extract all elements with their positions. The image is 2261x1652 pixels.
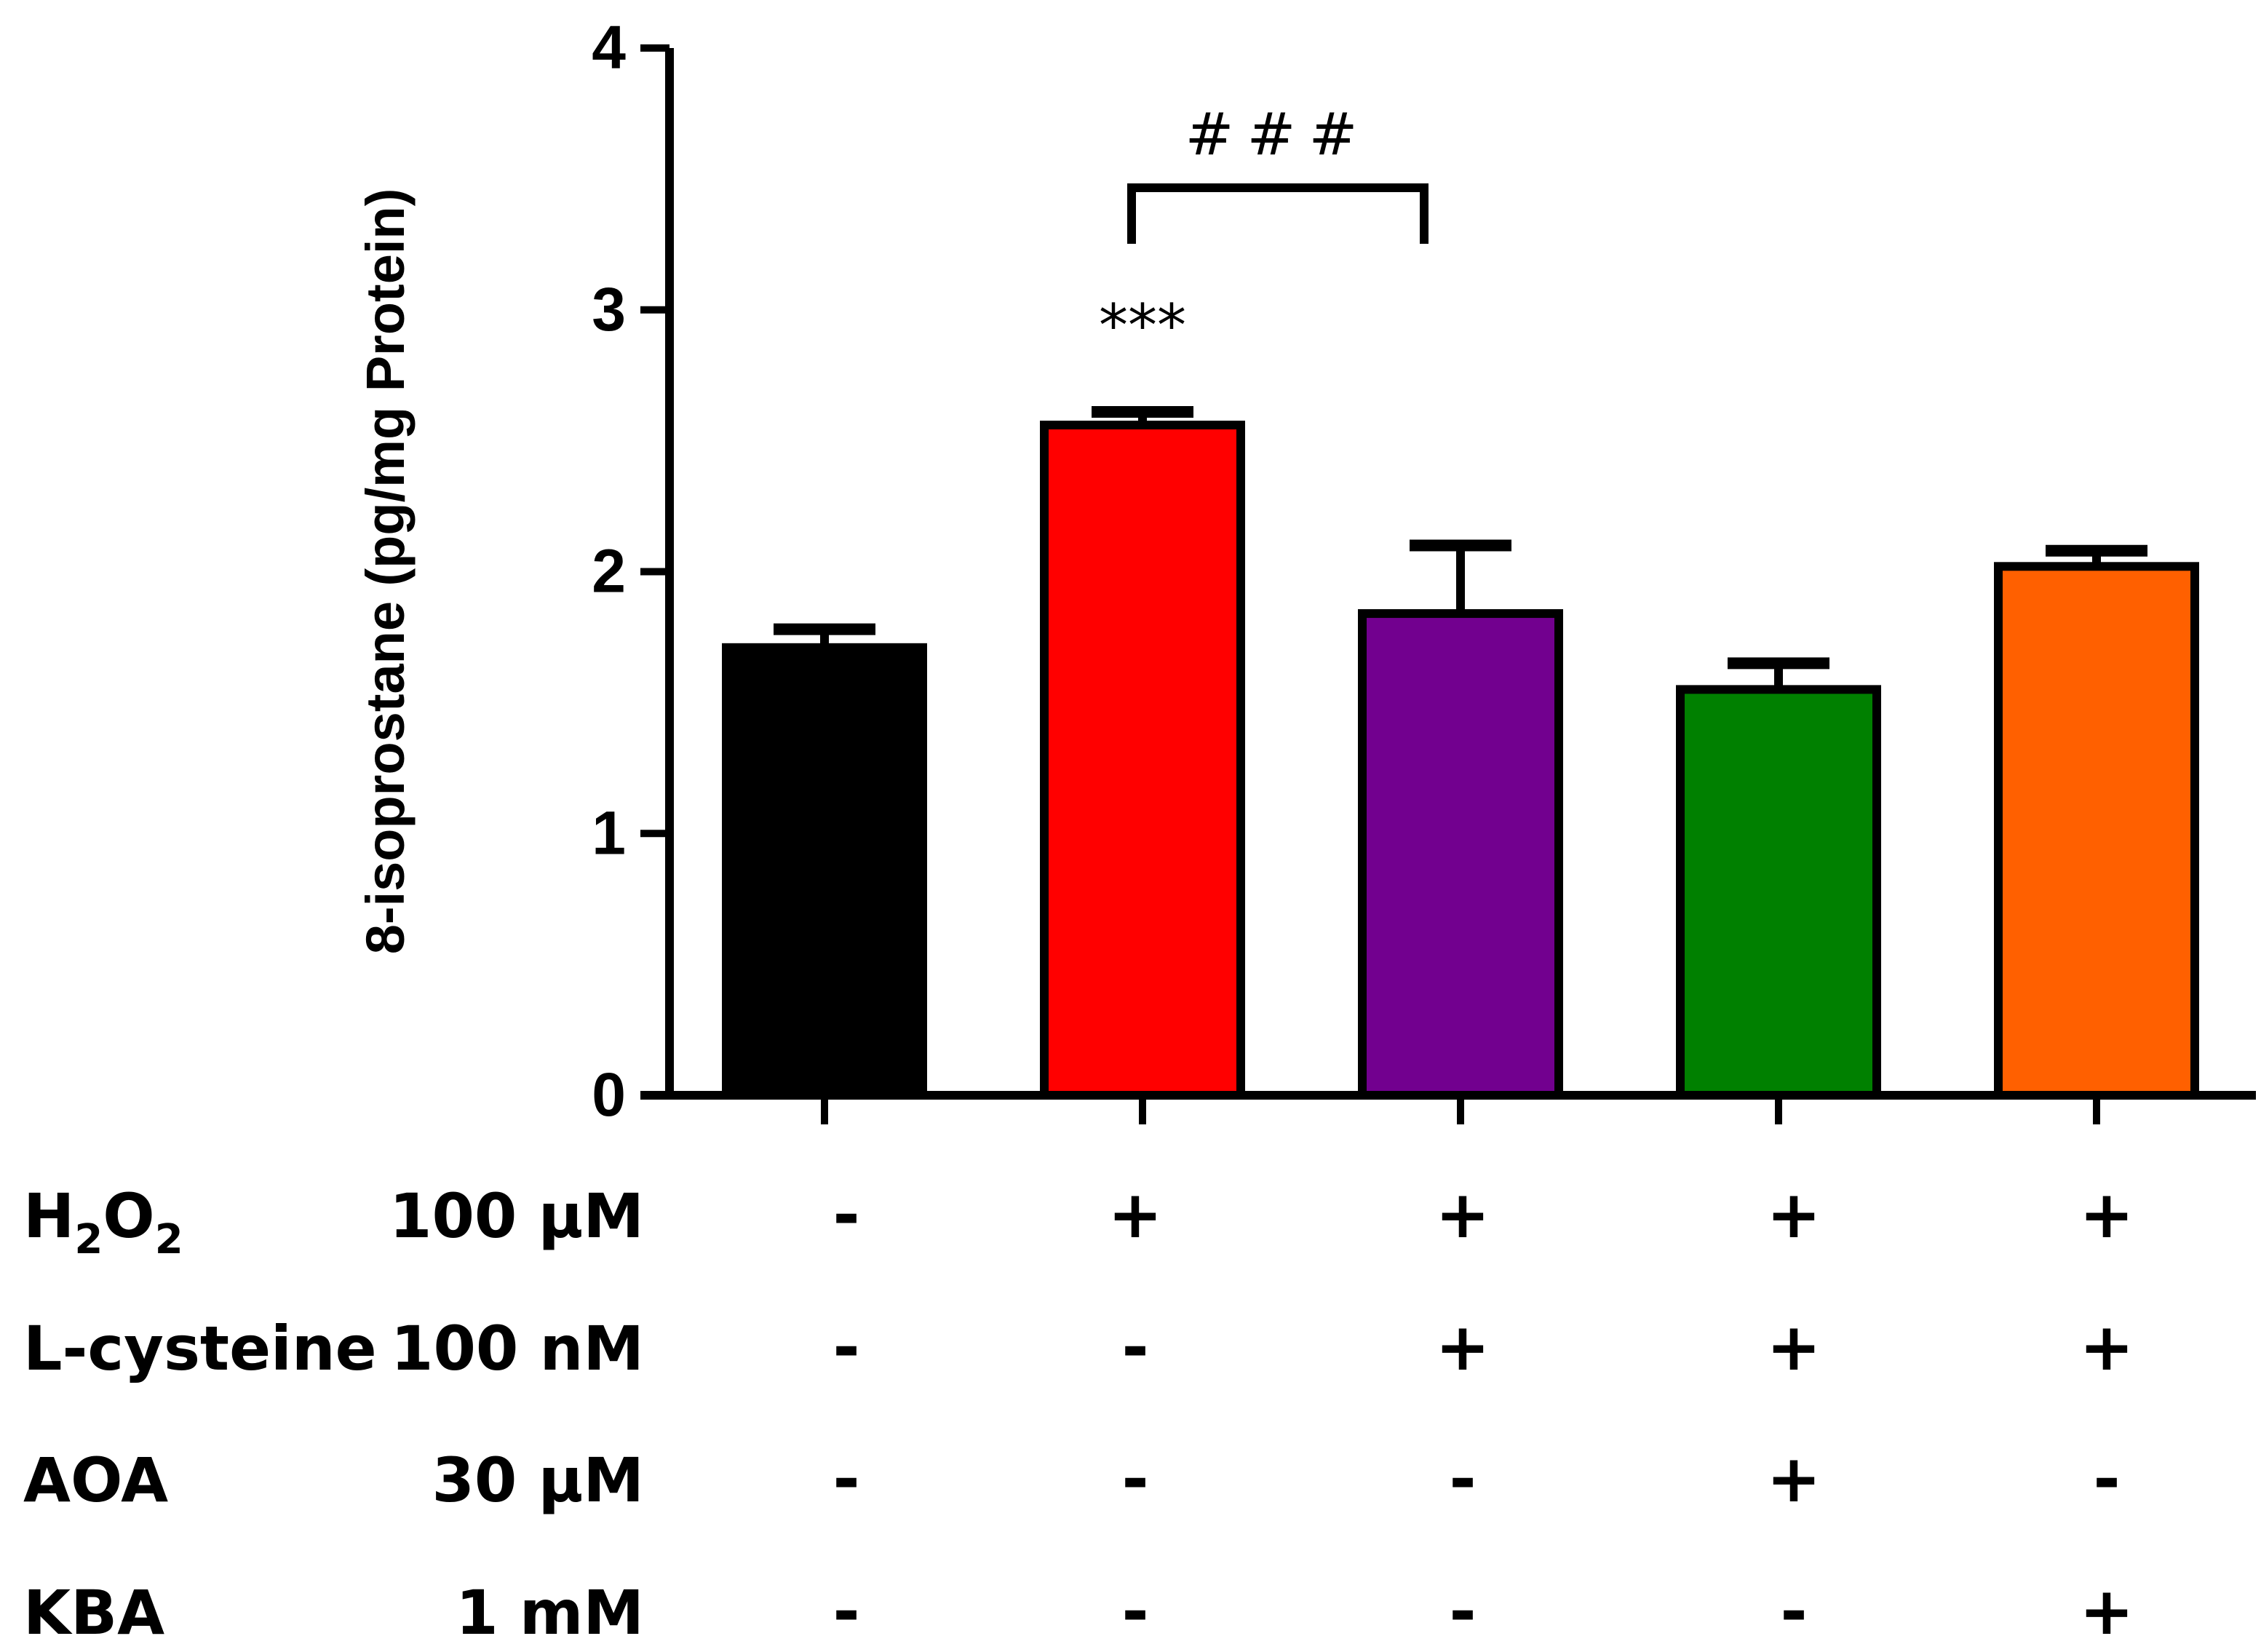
plus-sign: + [2079,1309,2134,1386]
plus-sign: + [1435,1309,1490,1386]
treatment-dose: 100 µM [389,1180,644,1252]
bar [1994,562,2199,1100]
minus-sign: - [1121,1309,1148,1386]
y-tick-label: 2 [592,537,626,605]
minus-sign: - [833,1573,859,1650]
plus-sign: + [1435,1177,1490,1253]
significance-bracket [1127,183,1428,244]
y-axis-label: 8-isoprostane (pg/mg Protein) [355,188,416,955]
bars [722,421,2199,1100]
treatment-table: H2O2 100 µM - + + + + L-cysteine 100 nM - - + + + AOA 3… [23,1177,2134,1650]
treatment-dose: 1 mM [456,1577,644,1648]
treatment-name: AOA [23,1445,168,1516]
significance-hash: ### [1185,100,1370,168]
minus-sign: - [1780,1573,1807,1650]
plus-sign: + [1108,1177,1162,1253]
bar [722,643,927,1100]
plus-sign: + [1766,1441,1821,1517]
minus-sign: - [833,1177,859,1253]
y-tick-label: 1 [592,798,626,867]
bar [1358,609,1563,1100]
significance-stars: *** [1099,292,1186,360]
y-tick-label: 3 [592,275,626,343]
minus-sign: - [1121,1441,1148,1517]
treatment-name: H2O2 [23,1180,183,1263]
plus-sign: + [1766,1309,1821,1386]
y-ticks: 0 1 2 3 4 [592,13,669,1129]
minus-sign: - [1449,1441,1476,1517]
treatment-dose: 30 µM [432,1445,644,1516]
minus-sign: - [1449,1573,1476,1650]
treatment-name: KBA [23,1577,164,1648]
plus-sign: + [2079,1573,2134,1650]
minus-sign: - [1121,1573,1148,1650]
bar [1676,685,1881,1100]
x-ticks [821,1095,2100,1124]
minus-sign: - [833,1441,859,1517]
bar [1040,421,1245,1100]
plus-sign: + [1766,1177,1821,1253]
y-tick-label: 0 [592,1060,626,1129]
treatment-dose: 100 nM [391,1313,644,1384]
y-tick-label: 4 [592,13,626,82]
plus-sign: + [2079,1177,2134,1253]
treatment-name: L-cysteine [23,1313,377,1384]
minus-sign: - [833,1309,859,1386]
minus-sign: - [2093,1441,2120,1517]
error-bars [774,406,2147,690]
